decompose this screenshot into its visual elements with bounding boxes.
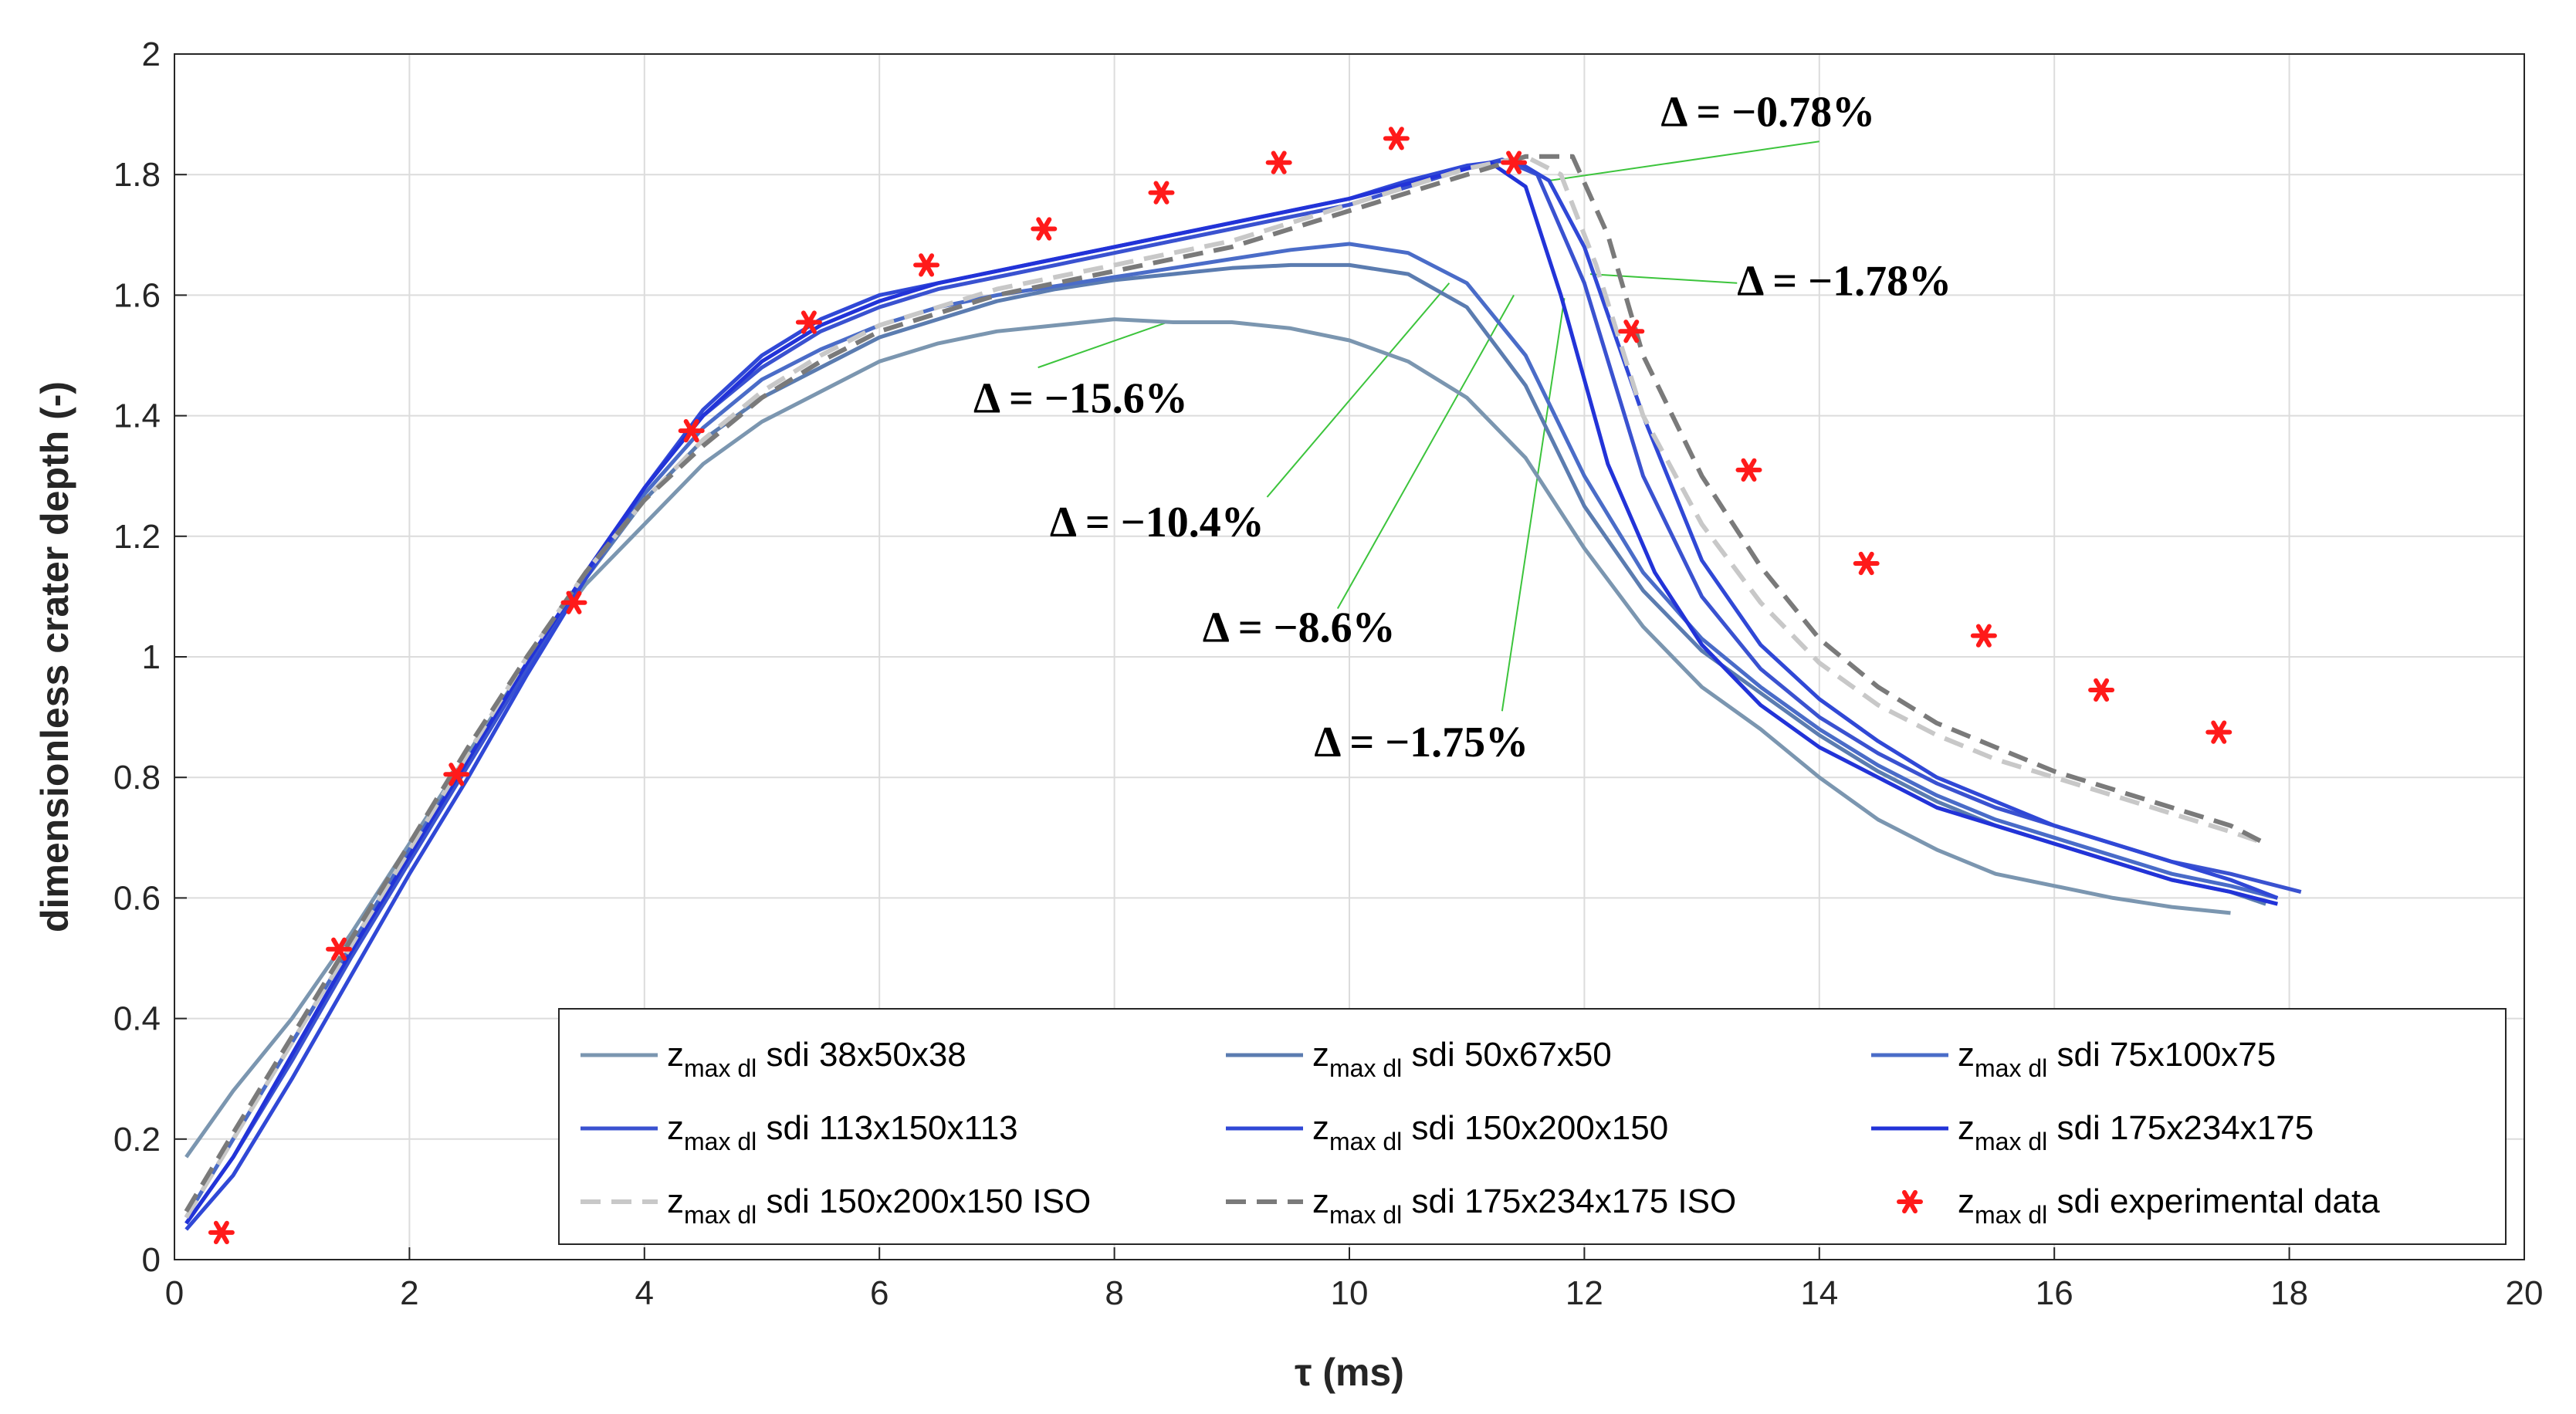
experimental-point	[443, 763, 470, 786]
annotation-leader-3	[1266, 282, 1450, 498]
x-tick-label: 14	[1800, 1274, 1838, 1312]
annotation-leader-4	[1336, 294, 1515, 610]
annotation-label-2: Δ = −15.6%	[973, 375, 1188, 423]
annotation-label-4: Δ = −8.6%	[1203, 604, 1396, 651]
legend-entry-3: zmax dl sdi 113x150x113	[581, 1109, 1018, 1155]
experimental-point	[2088, 678, 2115, 702]
axis-ticks: 0 2 4 6 8 10 12 14 16 18 20 0 0.2 0.4 0.6 0.8 1 1.2 1.4 1.6…	[113, 36, 2544, 1312]
legend-entry-5: zmax dl sdi 175x234x175	[1871, 1109, 2314, 1155]
series-line-6	[184, 154, 2267, 1219]
experimental-point	[1265, 151, 1292, 174]
experimental-point	[2205, 720, 2232, 744]
annotation-leader-0	[1549, 140, 1819, 181]
experimental-point	[208, 1220, 235, 1244]
legend-entry-7: zmax dl sdi 175x234x175 ISO	[1226, 1182, 1736, 1229]
x-tick-label: 2	[400, 1274, 418, 1312]
experimental-point	[913, 253, 940, 277]
experimental-point	[1970, 624, 1997, 648]
legend-label: zmax dl sdi 175x234x175	[1958, 1109, 2314, 1155]
annotation-leader-2	[1038, 321, 1168, 369]
annotation-label-1: Δ = −1.78%	[1737, 257, 1951, 305]
y-tick-label: 0.6	[113, 879, 161, 917]
legend-swatch	[1897, 1189, 1923, 1214]
series-line-3	[184, 157, 2302, 1225]
annotation-label-5: Δ = −1.75%	[1314, 719, 1528, 766]
legend-label: zmax dl sdi 150x200x150 ISO	[667, 1182, 1091, 1229]
experimental-markers	[208, 127, 2232, 1244]
y-tick-label: 1	[142, 638, 161, 676]
annotation-leaders	[1038, 140, 1819, 712]
legend-label: zmax dl sdi 113x150x113	[667, 1109, 1018, 1155]
legend-label: zmax dl sdi 175x234x175 ISO	[1312, 1182, 1736, 1229]
experimental-point	[1618, 320, 1645, 343]
annotation-label-3: Δ = −10.4%	[1050, 499, 1264, 546]
y-tick-label: 1.6	[113, 276, 161, 314]
experimental-point	[795, 310, 822, 334]
y-tick-label: 2	[142, 36, 161, 73]
x-tick-label: 8	[1105, 1274, 1123, 1312]
y-tick-label: 1.2	[113, 518, 161, 556]
y-tick-label: 1.8	[113, 156, 161, 194]
x-tick-label: 6	[870, 1274, 889, 1312]
x-tick-label: 18	[2270, 1274, 2308, 1312]
legend: zmax dl sdi 38x50x38 zmax dl sdi 50x67x50…	[558, 1008, 2507, 1245]
experimental-point	[1148, 181, 1175, 205]
legend-entry-8: zmax dl sdi experimental data	[1897, 1182, 2380, 1229]
y-tick-label: 0.4	[113, 1000, 161, 1038]
x-tick-label: 4	[635, 1274, 654, 1312]
legend-box	[558, 1008, 2507, 1245]
experimental-point	[1501, 151, 1528, 174]
experimental-point	[1031, 217, 1058, 241]
experimental-point	[560, 590, 587, 614]
legend-label: zmax dl sdi 50x67x50	[1312, 1036, 1612, 1082]
y-tick-label: 0.2	[113, 1121, 161, 1159]
y-axis-title: dimensionless crater depth (-)	[33, 381, 76, 932]
annotation-labels: Δ = −0.78% Δ = −1.78% Δ = −15.6% Δ = −10.4%…	[973, 89, 1951, 766]
legend-entry-4: zmax dl sdi 150x200x150	[1226, 1109, 1668, 1155]
experimental-point	[1735, 458, 1762, 482]
annotation-leader-5	[1501, 298, 1566, 712]
legend-entry-6: zmax dl sdi 150x200x150 ISO	[581, 1182, 1091, 1229]
x-axis-title: τ (ms)	[1295, 1351, 1404, 1394]
x-tick-label: 12	[1566, 1274, 1603, 1312]
experimental-point	[1383, 127, 1410, 151]
y-tick-label: 0	[142, 1241, 161, 1279]
series-layer	[184, 154, 2302, 1231]
experimental-point	[678, 419, 705, 443]
x-tick-label: 16	[2036, 1274, 2073, 1312]
x-tick-label: 10	[1331, 1274, 1369, 1312]
y-tick-label: 0.8	[113, 759, 161, 797]
legend-label: zmax dl sdi 150x200x150	[1312, 1109, 1668, 1155]
annotation-label-0: Δ = −0.78%	[1660, 89, 1875, 137]
x-tick-label: 0	[165, 1274, 184, 1312]
legend-entry-1: zmax dl sdi 50x67x50	[1226, 1036, 1612, 1082]
legend-label: zmax dl sdi experimental data	[1958, 1182, 2380, 1229]
legend-entry-0: zmax dl sdi 38x50x38	[581, 1036, 966, 1082]
series-line-7	[184, 154, 2267, 1213]
legend-entry-2: zmax dl sdi 75x100x75	[1871, 1036, 2276, 1082]
annotation-leader-1	[1589, 273, 1738, 284]
y-tick-label: 1.4	[113, 397, 161, 435]
legend-label: zmax dl sdi 38x50x38	[667, 1036, 966, 1082]
x-tick-label: 20	[2506, 1274, 2544, 1312]
legend-label: zmax dl sdi 75x100x75	[1958, 1036, 2276, 1082]
experimental-point	[326, 937, 353, 961]
experimental-point	[1853, 551, 1880, 576]
